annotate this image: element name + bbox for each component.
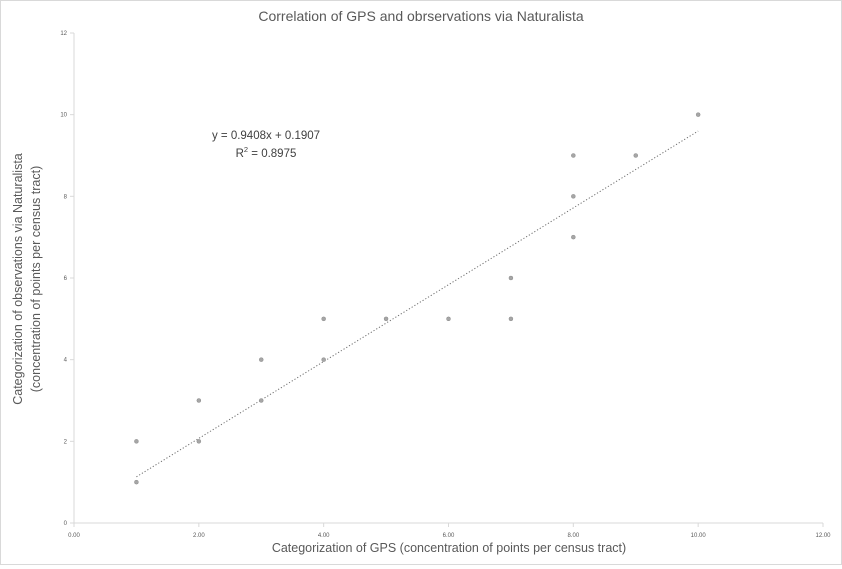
r-squared-label: R2 = 0.8975 [236,145,297,160]
x-tick-label: 12.00 [815,533,831,539]
y-tick-label: 4 [64,358,68,364]
data-point [259,357,264,362]
data-point [508,275,514,281]
data-point [134,439,139,444]
data-point [571,234,576,240]
axes: 0.00 2.00 4.00 6.00 8.00 10.00 12.00 0 2 4 6 8 10 12 [60,31,831,539]
r-squared-prefix: R [236,148,244,160]
y-tick-label: 6 [64,276,68,282]
data-point [196,398,202,403]
data-point [508,316,514,322]
y-axis-label-line-1: Categorization of observations via Natur… [11,153,25,405]
data-points [134,112,701,485]
data-point [633,153,638,158]
data-point [571,153,576,158]
data-point [134,479,139,485]
x-tick-label: 4.00 [318,533,330,539]
data-point [321,357,326,362]
y-tick-label: 2 [64,439,68,445]
x-tick-label: 10.00 [691,533,707,539]
y-axis-label-line-2: (concentration of points per census trac… [29,166,43,393]
data-point [259,398,264,403]
x-tick-label: 0.00 [68,533,80,539]
data-point [321,316,326,322]
x-tick-label: 6.00 [443,533,455,539]
r-squared-value: = 0.8975 [248,148,296,160]
y-tick-label: 10 [60,113,67,119]
y-tick-label: 12 [60,31,67,37]
y-tick-label: 0 [64,521,68,527]
x-axis-label: Categorization of GPS (concentration of … [272,541,626,555]
data-point [695,112,701,117]
data-point [383,316,389,322]
data-point [571,194,576,199]
r-squared-superscript: 2 [244,145,248,154]
data-point [196,439,202,444]
chart-title: Correlation of GPS and obrservations via… [258,8,583,24]
x-tick-label: 2.00 [193,533,205,539]
trendline-group [136,130,699,478]
data-point [446,316,451,322]
y-tick-label: 8 [64,194,68,200]
x-tick-label: 8.00 [567,533,579,539]
trendline [136,130,699,478]
trendline-equation: y = 0.9408x + 0.1907 [212,130,320,142]
